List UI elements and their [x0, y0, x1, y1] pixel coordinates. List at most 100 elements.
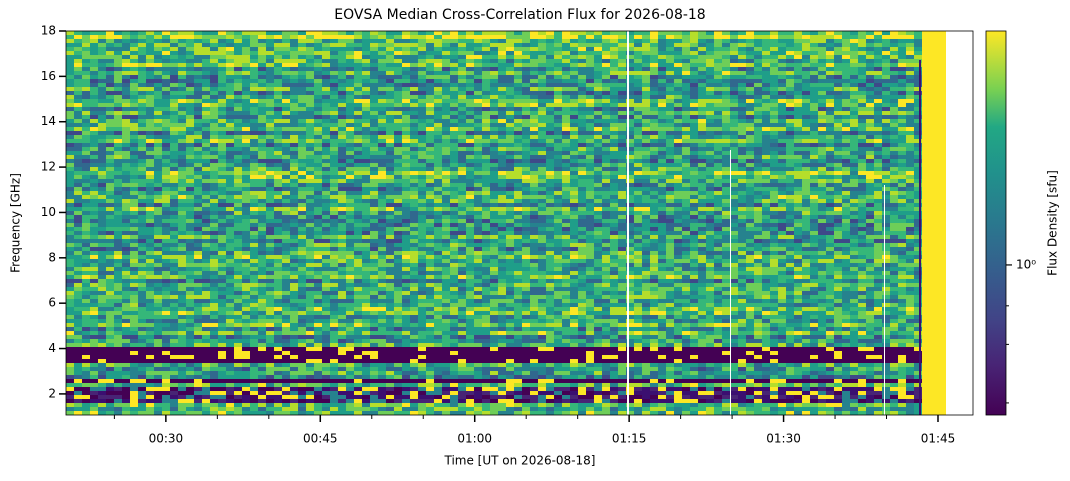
- spectrogram-cell: [506, 83, 514, 87]
- spectrogram-cell: [706, 47, 714, 51]
- spectrogram-cell: [634, 127, 642, 131]
- spectrogram-cell: [250, 51, 258, 55]
- spectrogram-cell: [90, 151, 98, 155]
- spectrogram-cell: [482, 55, 490, 59]
- spectrogram-cell: [482, 191, 490, 195]
- spectrogram-cell: [706, 199, 714, 203]
- spectrogram-cell: [194, 187, 202, 191]
- spectrogram-cell: [762, 55, 770, 59]
- spectrogram-cell: [762, 127, 770, 131]
- spectrogram-cell: [402, 119, 410, 123]
- spectrogram-cell: [162, 163, 170, 167]
- spectrogram-cell: [666, 171, 674, 175]
- spectrogram-cell: [354, 75, 362, 79]
- spectrogram-cell: [810, 167, 818, 171]
- spectrogram-cell: [322, 179, 330, 183]
- spectrogram-cell: [346, 163, 354, 167]
- spectrogram-cell: [418, 79, 426, 83]
- spectrogram-cell: [322, 63, 330, 67]
- spectrogram-cell: [226, 127, 234, 131]
- spectrogram-cell: [450, 75, 458, 79]
- spectrogram-cell: [482, 51, 490, 55]
- spectrogram-cell: [858, 115, 866, 119]
- spectrogram-cell: [330, 43, 338, 47]
- spectrogram-cell: [178, 199, 186, 203]
- spectrogram-cell: [490, 55, 498, 59]
- spectrogram-cell: [250, 87, 258, 91]
- spectrogram-cell: [642, 175, 650, 179]
- spectrogram-cell: [626, 203, 634, 207]
- spectrogram-cell: [842, 199, 850, 203]
- spectrogram-cell: [74, 123, 82, 127]
- spectrogram-cell: [506, 99, 514, 103]
- spectrogram-cell: [82, 71, 90, 75]
- spectrogram-cell: [650, 63, 658, 67]
- spectrogram-cell: [298, 71, 306, 75]
- spectrogram-cell: [106, 63, 114, 67]
- spectrogram-cell: [458, 75, 466, 79]
- spectrogram-cell: [362, 131, 370, 135]
- spectrogram-cell: [714, 127, 722, 131]
- spectrogram-cell: [690, 183, 698, 187]
- spectrogram-cell: [106, 199, 114, 203]
- spectrogram-cell: [90, 107, 98, 111]
- spectrogram-cell: [642, 199, 650, 203]
- spectrogram-cell: [490, 135, 498, 139]
- spectrogram-cell: [554, 107, 562, 111]
- spectrogram-cell: [770, 203, 778, 207]
- spectrogram-cell: [658, 103, 666, 107]
- spectrogram-cell: [298, 39, 306, 43]
- spectrogram-cell: [482, 115, 490, 119]
- spectrogram-cell: [530, 155, 538, 159]
- spectrogram-cell: [690, 151, 698, 155]
- spectrogram-cell: [450, 171, 458, 175]
- spectrogram-cell: [866, 167, 874, 171]
- spectrogram-cell: [194, 47, 202, 51]
- spectrogram-cell: [730, 43, 738, 47]
- spectrogram-cell: [354, 71, 362, 75]
- spectrogram-cell: [714, 147, 722, 151]
- spectrogram-cell: [538, 143, 546, 147]
- spectrogram-cell: [514, 151, 522, 155]
- spectrogram-cell: [842, 171, 850, 175]
- spectrogram-cell: [882, 199, 890, 203]
- spectrogram-cell: [898, 91, 906, 95]
- spectrogram-cell: [538, 199, 546, 203]
- spectrogram-cell: [602, 179, 610, 183]
- spectrogram-cell: [266, 75, 274, 79]
- spectrogram-cell: [554, 55, 562, 59]
- spectrogram-cell: [930, 59, 938, 63]
- spectrogram-cell: [858, 111, 866, 115]
- spectrogram-cell: [698, 147, 706, 151]
- spectrogram-cell: [866, 143, 874, 147]
- spectrogram-cell: [738, 51, 746, 55]
- spectrogram-cell: [610, 179, 618, 183]
- spectrogram-cell: [874, 151, 882, 155]
- spectrogram-cell: [746, 187, 754, 191]
- spectrogram-cell: [778, 119, 786, 123]
- spectrogram-cell: [610, 171, 618, 175]
- spectrogram-cell: [370, 43, 378, 47]
- spectrogram-cell: [306, 39, 314, 43]
- spectrogram-cell: [570, 131, 578, 135]
- spectrogram-cell: [682, 55, 690, 59]
- spectrogram-cell: [690, 115, 698, 119]
- spectrogram-cell: [698, 167, 706, 171]
- spectrogram-cell: [626, 87, 634, 91]
- spectrogram-cell: [690, 63, 698, 67]
- spectrogram-cell: [922, 163, 930, 167]
- spectrogram-cell: [522, 203, 530, 207]
- spectrogram-cell: [842, 83, 850, 87]
- spectrogram-cell: [690, 31, 698, 35]
- spectrogram-cell: [938, 147, 946, 151]
- spectrogram-cell: [234, 67, 242, 71]
- spectrogram-cell: [834, 139, 842, 143]
- spectrogram-cell: [218, 195, 226, 199]
- spectrogram-cell: [178, 123, 186, 127]
- spectrogram-cell: [770, 127, 778, 131]
- spectrogram-cell: [674, 143, 682, 147]
- spectrogram-cell: [338, 135, 346, 139]
- spectrogram-cell: [714, 175, 722, 179]
- spectrogram-cell: [650, 67, 658, 71]
- spectrogram-cell: [162, 191, 170, 195]
